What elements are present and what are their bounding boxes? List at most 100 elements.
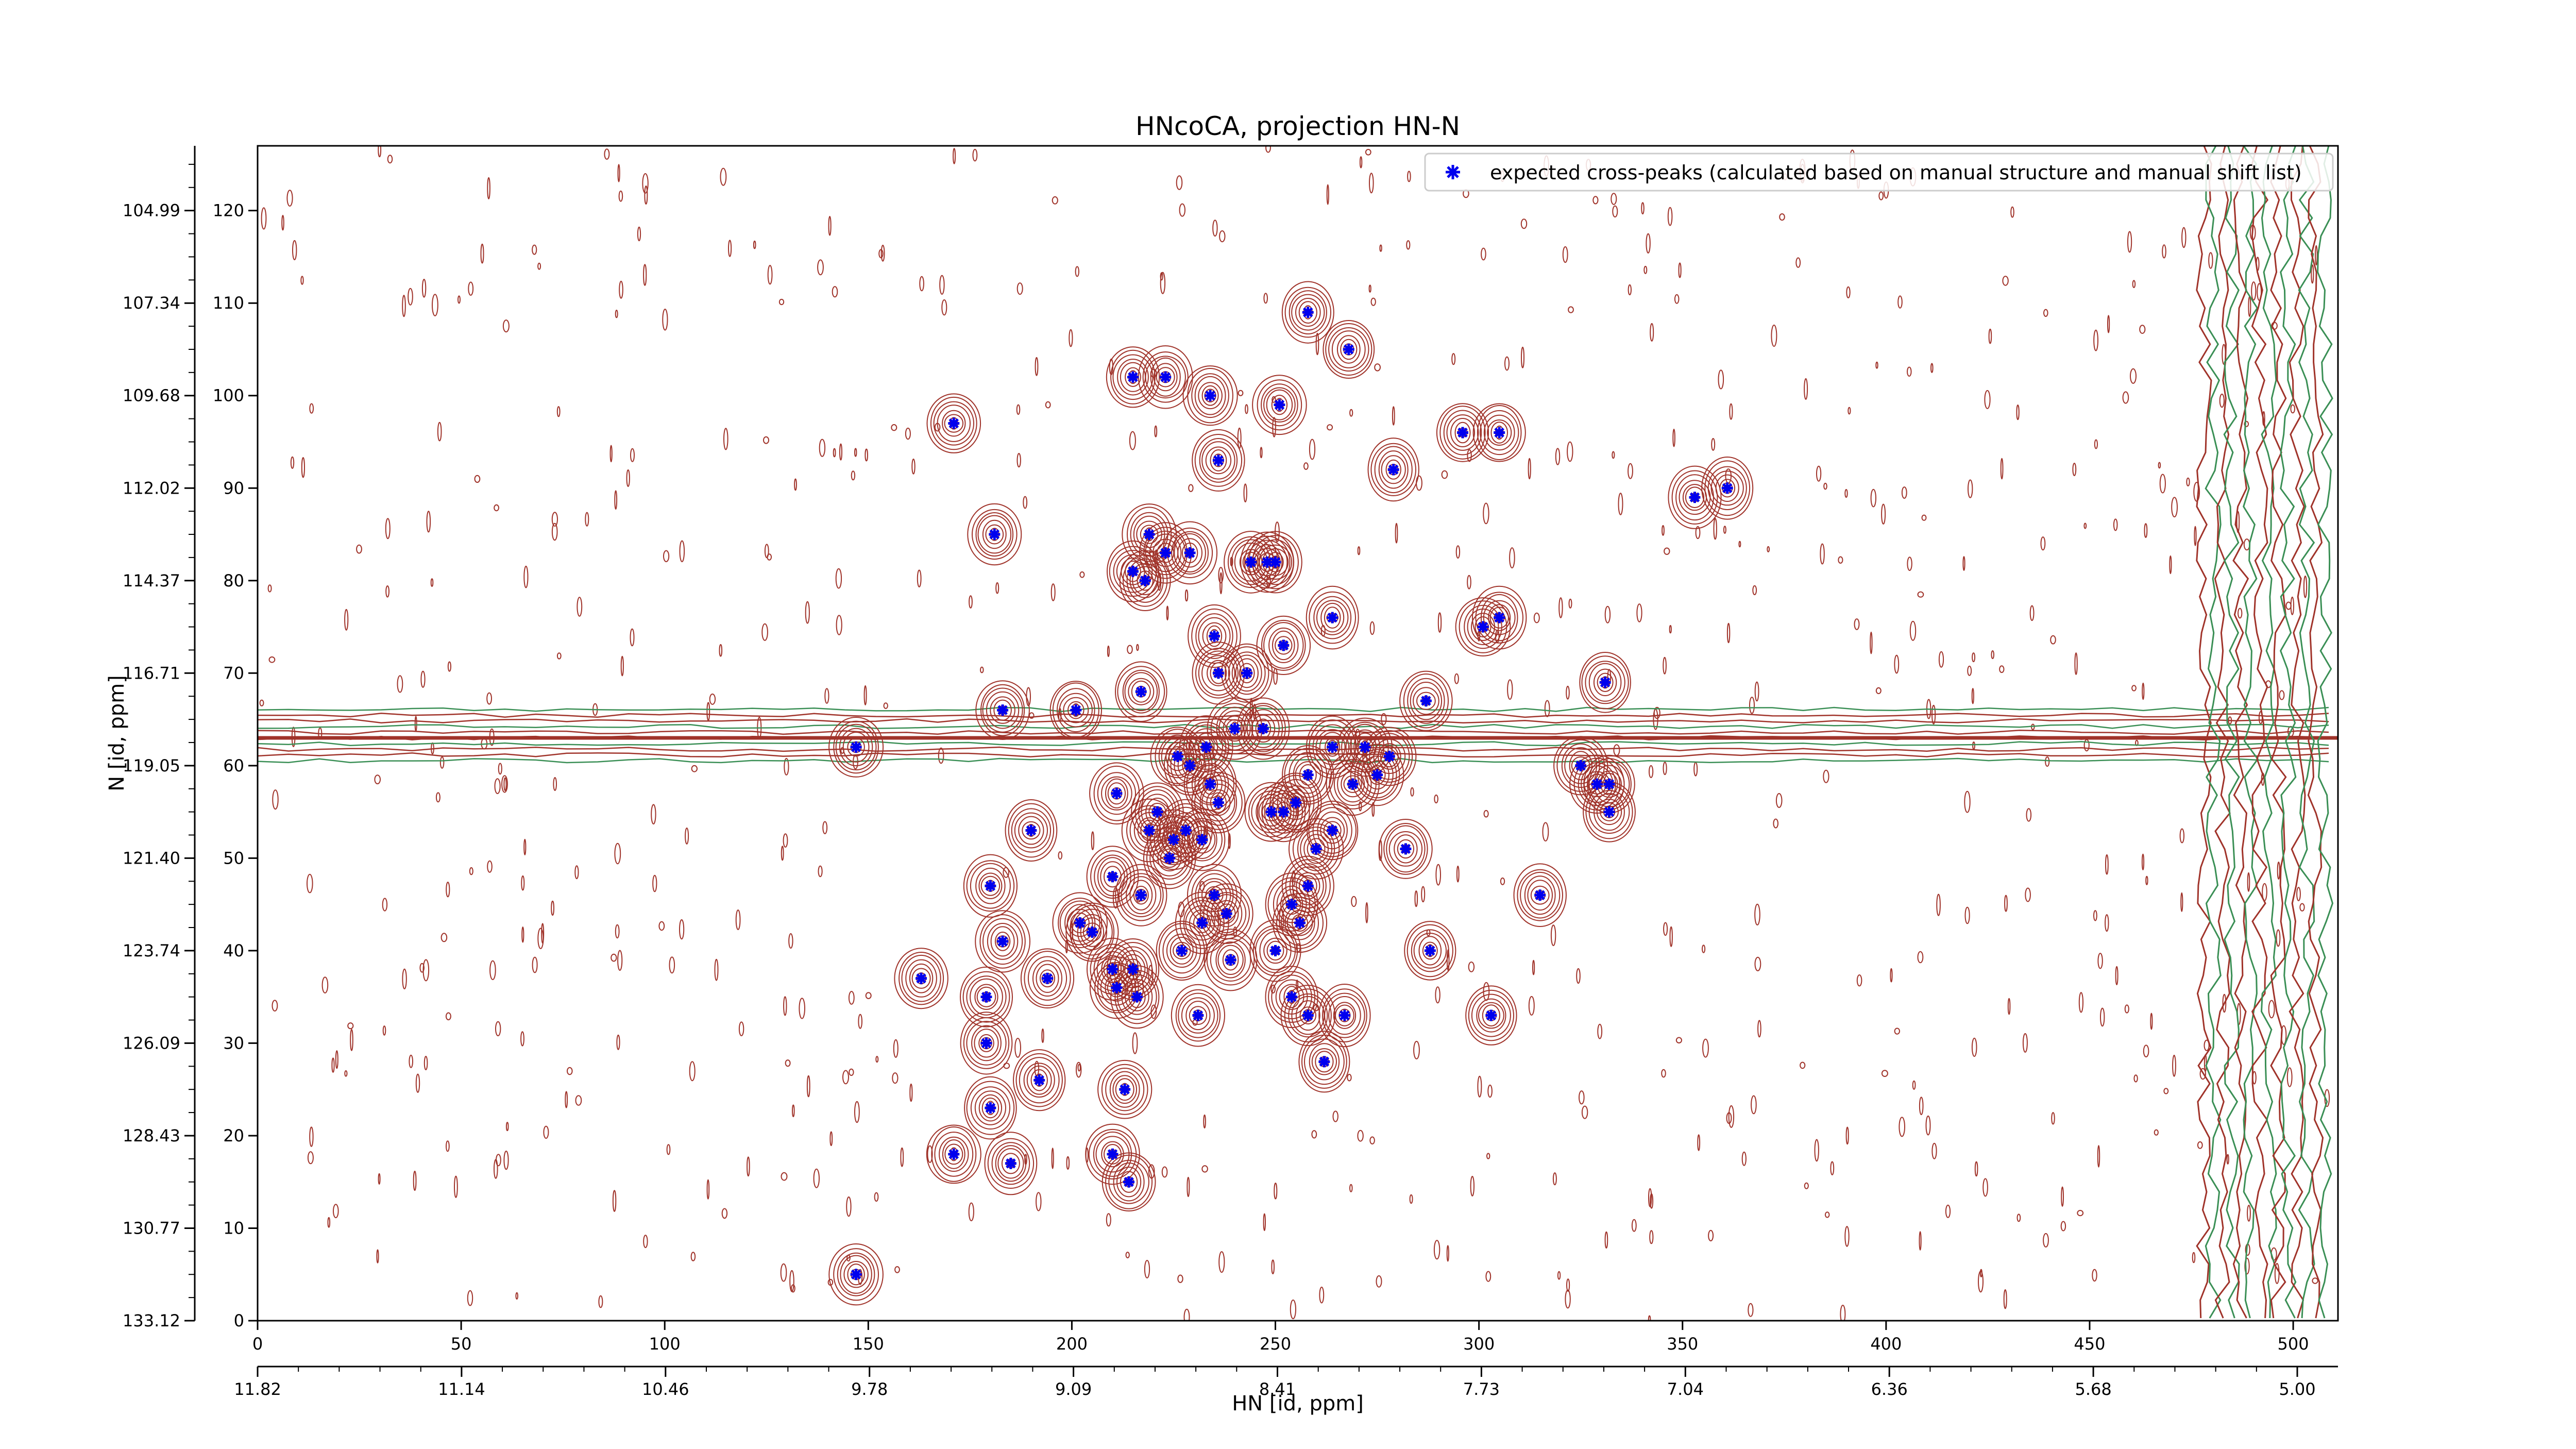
cross-peak-marker xyxy=(1160,371,1172,383)
noise-contour xyxy=(2142,682,2145,700)
noise-contour xyxy=(1653,706,1660,719)
peak-contour xyxy=(1122,503,1177,565)
noise-contour xyxy=(969,595,973,609)
cross-peak-marker xyxy=(1086,926,1098,938)
noise-contour xyxy=(309,1126,314,1147)
noise-contour xyxy=(609,445,613,463)
peak-contour xyxy=(1059,900,1100,946)
peak-contour xyxy=(1188,604,1241,668)
noise-contour xyxy=(1107,645,1110,658)
noise-contour xyxy=(2243,538,2250,551)
peak-contour xyxy=(974,984,998,1010)
x-ppm-tick-label: 9.78 xyxy=(851,1379,888,1399)
noise-contour xyxy=(854,448,857,457)
noise-contour xyxy=(2097,1145,2100,1168)
peak-contour xyxy=(1020,948,1075,1008)
peak-contour xyxy=(1008,803,1055,858)
peak-contour xyxy=(1336,335,1361,364)
noise-contour xyxy=(1728,1105,1735,1128)
noise-contour xyxy=(1881,503,1886,525)
noise-contour xyxy=(2171,497,2178,518)
peak-contour xyxy=(1246,709,1280,748)
x-ppm-tick-label: 9.09 xyxy=(1055,1379,1092,1399)
y-ppm-tick-label: 119.05 xyxy=(123,756,180,776)
peak-contour xyxy=(1299,875,1317,897)
cross-peak-marker xyxy=(985,880,996,892)
cross-peak-marker xyxy=(1494,427,1505,439)
noise-contour xyxy=(281,215,284,231)
peak-contour xyxy=(1309,591,1356,644)
peak-contour xyxy=(1210,792,1227,813)
peak-contour xyxy=(1309,719,1357,775)
noise-contour xyxy=(1263,293,1268,304)
noise-contour xyxy=(2154,1129,2159,1136)
peak-contour xyxy=(991,1142,1030,1185)
peak-contour xyxy=(1095,1136,1130,1173)
noise-contour xyxy=(2093,329,2099,351)
cross-peak-marker xyxy=(1005,1157,1016,1169)
noise-contour xyxy=(2247,1205,2251,1222)
peak-contour xyxy=(1517,869,1563,921)
noise-contour xyxy=(1566,685,1570,700)
noise-contour xyxy=(1075,266,1080,277)
noise-contour xyxy=(643,264,647,286)
x-ppm-tick-label: 11.82 xyxy=(234,1379,281,1399)
noise-contour xyxy=(402,968,407,990)
noise-contour xyxy=(575,1095,582,1106)
noise-contour xyxy=(551,512,558,527)
peak-contour xyxy=(1023,1063,1055,1098)
noise-contour xyxy=(437,422,442,442)
cross-peak-marker xyxy=(916,972,927,984)
noise-contour xyxy=(714,958,719,981)
noise-contour xyxy=(402,295,406,317)
noise-contour xyxy=(2133,1074,2138,1083)
peak-contour xyxy=(839,728,873,767)
peak-contour xyxy=(1413,687,1439,715)
peak-contour xyxy=(1182,365,1238,426)
noise-contour xyxy=(1618,493,1623,515)
x-index-tick-label: 400 xyxy=(1870,1334,1902,1354)
noise-contour xyxy=(1467,575,1471,589)
noise-contour xyxy=(880,244,885,262)
noise-contour xyxy=(1023,496,1028,509)
noise-contour xyxy=(1964,906,1970,924)
noise-contour xyxy=(2222,993,2227,1013)
noise-contour xyxy=(1648,1188,1652,1207)
cross-peak-marker xyxy=(985,1102,996,1114)
cross-peak-marker xyxy=(1457,427,1469,439)
peak-contour xyxy=(1195,873,1234,917)
noise-contour xyxy=(939,275,945,295)
peak-contour xyxy=(1319,732,1346,763)
noise-contour xyxy=(382,1025,386,1036)
peak-contour xyxy=(828,717,884,778)
noise-contour xyxy=(2004,895,2008,912)
peak-contour xyxy=(1281,281,1334,344)
noise-contour xyxy=(327,1217,331,1228)
peak-contour xyxy=(1191,608,1238,664)
peak-contour xyxy=(1191,772,1246,834)
peak-contour xyxy=(1197,737,1215,757)
noise-contour xyxy=(905,427,911,440)
noise-contour xyxy=(267,584,272,593)
noise-contour xyxy=(1663,656,1667,675)
noise-contour xyxy=(849,1068,854,1076)
noise-contour xyxy=(1265,146,1271,153)
peak-contour xyxy=(1394,834,1418,864)
peak-contour xyxy=(1160,848,1179,868)
peak-contour xyxy=(1256,615,1311,676)
noise-contour xyxy=(1144,1260,1150,1278)
peak-contour xyxy=(1369,733,1410,780)
noise-contour xyxy=(474,475,481,483)
peak-contour xyxy=(1174,533,1206,572)
cross-peak-marker xyxy=(1042,972,1054,984)
noise-contour xyxy=(1702,1038,1709,1058)
noise-contour xyxy=(1359,801,1362,812)
peak-contour xyxy=(894,948,948,1009)
noise-contour xyxy=(567,1067,573,1075)
cross-peak-marker xyxy=(1074,917,1086,929)
noise-contour xyxy=(2204,1039,2210,1051)
peak-contour xyxy=(1386,825,1426,873)
noise-contour xyxy=(1076,1062,1082,1078)
peak-contour xyxy=(1145,798,1170,827)
peak-contour xyxy=(1140,819,1158,841)
